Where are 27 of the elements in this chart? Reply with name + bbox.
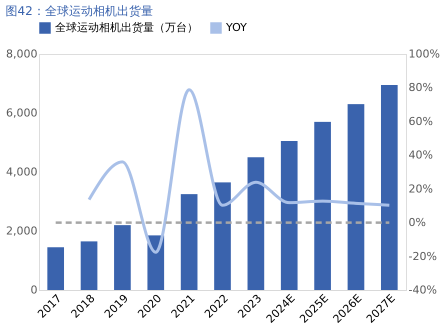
y2-tick-label: -20% bbox=[408, 250, 437, 263]
chart-title: 图42：全球运动相机出货量 bbox=[6, 4, 153, 18]
line-series bbox=[88, 88, 391, 254]
bar bbox=[280, 141, 298, 290]
bar bbox=[214, 182, 231, 290]
y-tick-label: 6,000 bbox=[6, 106, 38, 120]
bar bbox=[248, 157, 264, 290]
bar bbox=[47, 247, 64, 290]
y2-tick-label: 40% bbox=[408, 148, 433, 162]
y-tick-label: 0 bbox=[30, 284, 38, 296]
y2-tick-label: 0% bbox=[408, 216, 426, 230]
y-tick-label: 4,000 bbox=[6, 166, 38, 178]
y-tick-label: 8,000 bbox=[6, 48, 38, 60]
bar bbox=[314, 122, 331, 290]
y2-tick-label: 20% bbox=[408, 182, 433, 196]
legend-label: 全球运动相机出货量（万台） bbox=[55, 21, 198, 34]
bar bbox=[380, 84, 398, 290]
bar bbox=[114, 225, 131, 290]
y2-tick-label: 60% bbox=[408, 114, 433, 128]
y2-tick-label: 100% bbox=[408, 48, 440, 60]
bar bbox=[348, 104, 364, 290]
legend-label: YOY bbox=[225, 21, 248, 34]
y-tick-label: 2,000 bbox=[6, 224, 38, 238]
y2-tick-label: -40% bbox=[408, 284, 437, 296]
y2-tick-label: 80% bbox=[408, 81, 433, 94]
bar bbox=[180, 194, 198, 290]
bar bbox=[80, 241, 98, 290]
